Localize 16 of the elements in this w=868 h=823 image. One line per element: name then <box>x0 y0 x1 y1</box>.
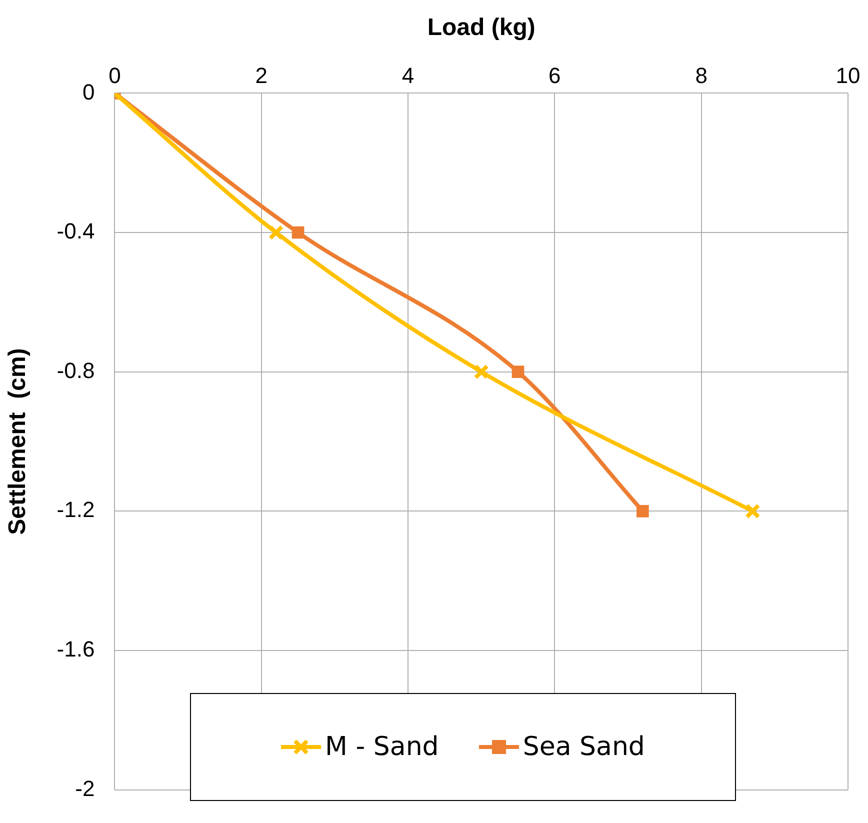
y-tick-label: -1.6 <box>56 636 95 662</box>
x-tick-label: 6 <box>548 63 561 88</box>
x-tick-label: 2 <box>255 63 268 88</box>
y-tick-label: 0 <box>82 79 95 104</box>
y-tick-label: -2 <box>75 776 95 801</box>
x-tick-label: 0 <box>108 63 121 88</box>
y-tick-label: -0.4 <box>56 218 95 244</box>
y-tick-label: -1.2 <box>56 497 95 522</box>
x-axis-title: Load (kg) <box>427 14 536 42</box>
y-tick-label: -0.8 <box>56 358 95 383</box>
y-axis-title: Settlement (cm) <box>4 348 32 535</box>
x-tick-label: 4 <box>402 63 414 88</box>
legend-label: M - Sand <box>325 732 439 762</box>
x-tick-label: 8 <box>695 63 708 88</box>
x-tick-label: 10 <box>836 63 860 88</box>
legend-label: Sea Sand <box>522 732 645 762</box>
